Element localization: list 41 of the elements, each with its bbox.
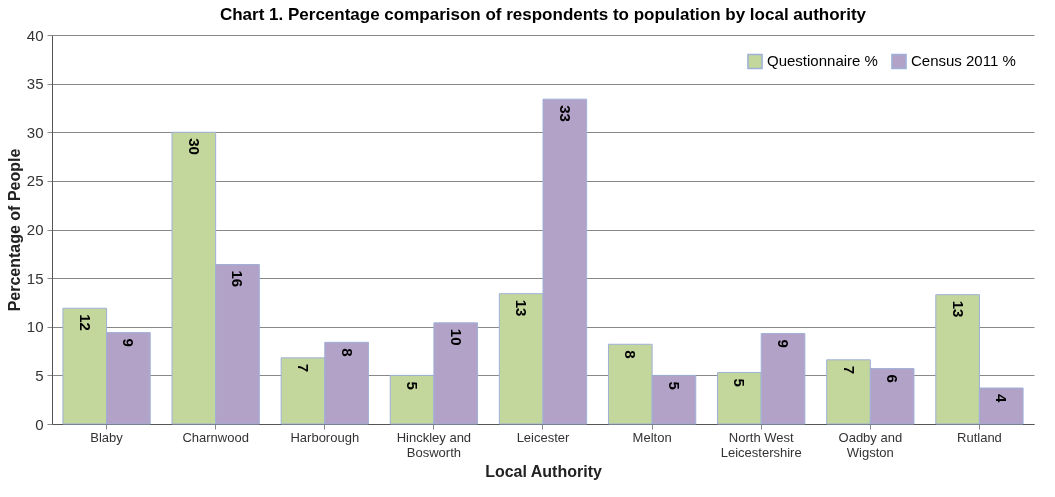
y-tick-label: 15 bbox=[26, 269, 44, 287]
legend-label: Census 2011 % bbox=[911, 52, 1016, 70]
y-tick-label: 35 bbox=[26, 75, 44, 93]
y-tick-label: 0 bbox=[35, 415, 44, 433]
data-label: 5 bbox=[404, 381, 422, 390]
x-tick-label: Hinckley and Bosworth bbox=[396, 429, 472, 460]
x-tick-label: Charnwood bbox=[182, 429, 249, 445]
data-label: 6 bbox=[884, 374, 902, 383]
data-label: 8 bbox=[622, 350, 640, 359]
data-label: 16 bbox=[229, 270, 247, 288]
data-label: 13 bbox=[949, 300, 967, 318]
legend-label: Questionnaire % bbox=[767, 52, 878, 70]
data-label: 30 bbox=[185, 138, 203, 155]
x-tick-label: Harborough bbox=[290, 429, 360, 445]
x-tick-label: Rutland bbox=[957, 429, 1002, 445]
data-label: 9 bbox=[775, 339, 793, 348]
data-label: 7 bbox=[840, 365, 858, 375]
y-tick-label: 30 bbox=[26, 123, 44, 141]
data-label: 12 bbox=[76, 314, 94, 331]
y-tick-label: 10 bbox=[26, 318, 44, 336]
data-label: 13 bbox=[513, 299, 531, 317]
data-label: 5 bbox=[731, 378, 749, 387]
y-axis-title: Percentage of People bbox=[5, 148, 23, 312]
x-tick-label: Blaby bbox=[90, 429, 124, 445]
y-tick-label: 20 bbox=[26, 221, 44, 238]
y-tick-label: 40 bbox=[26, 26, 44, 44]
data-label: 33 bbox=[556, 105, 574, 122]
x-axis-title: Local Authority bbox=[485, 462, 602, 480]
y-tick-label: 5 bbox=[35, 366, 44, 384]
data-label: 7 bbox=[294, 363, 312, 373]
x-tick-label: Oadby and Wigston bbox=[838, 429, 903, 460]
x-tick-label: Leicester bbox=[516, 429, 571, 445]
data-label: 8 bbox=[338, 348, 356, 357]
data-label: 5 bbox=[665, 381, 683, 390]
y-tick-label: 25 bbox=[26, 172, 44, 190]
chart-title: Chart 1. Percentage comparison of respondents to population by local authority bbox=[219, 5, 867, 24]
data-label: 9 bbox=[120, 338, 138, 347]
data-label: 4 bbox=[993, 394, 1011, 404]
data-label: 10 bbox=[447, 328, 465, 346]
x-tick-label: Melton bbox=[632, 429, 672, 445]
x-tick-label: North West Leicestershire bbox=[720, 429, 802, 460]
